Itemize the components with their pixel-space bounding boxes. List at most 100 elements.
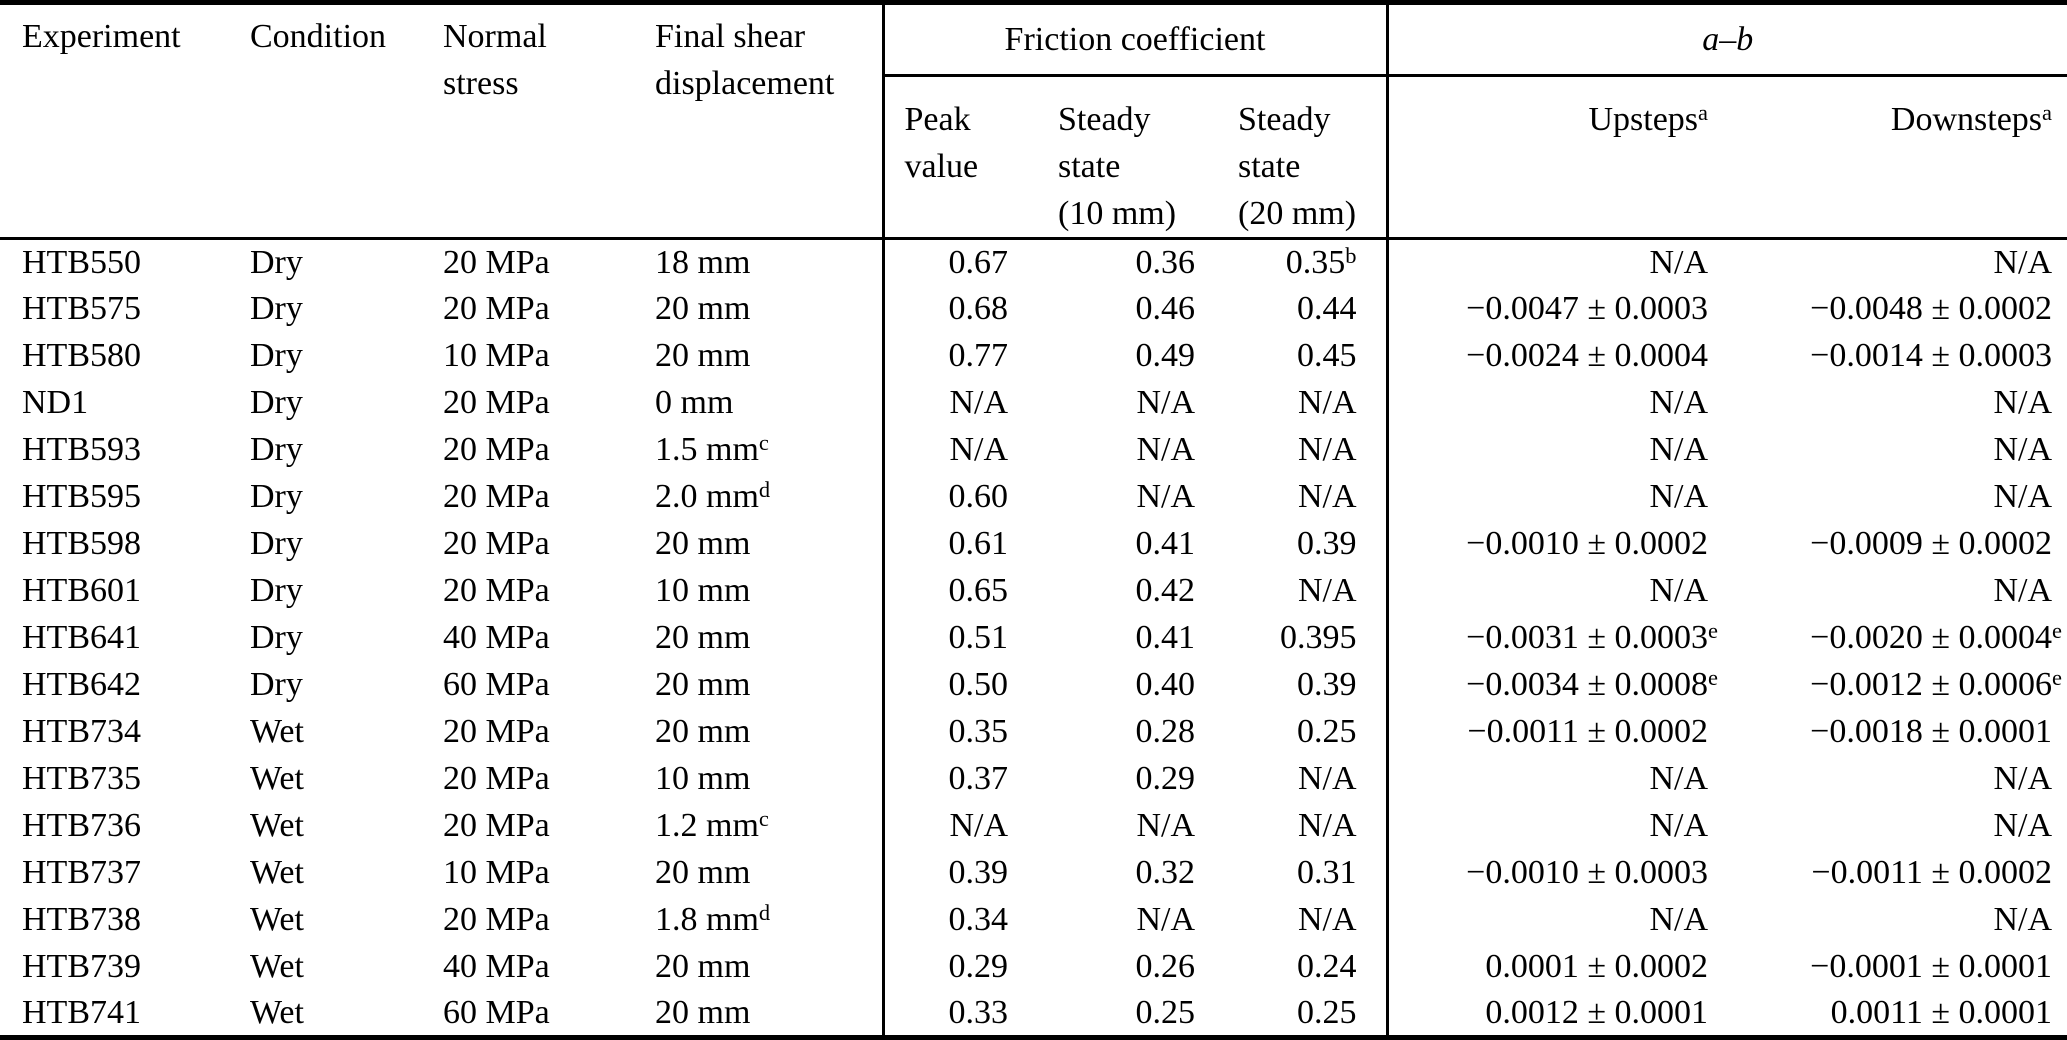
- cell-experiment: HTB738: [22, 901, 141, 938]
- cell-steady-state-10mm: 0.26: [1135, 948, 1196, 985]
- cell-steady-state-20mm: N/A: [1297, 901, 1357, 938]
- cell-experiment: HTB601: [22, 572, 141, 609]
- cell-peak-value: 0.67: [881, 238, 1018, 286]
- cell-steady-state-10mm: N/A: [1136, 431, 1195, 468]
- cell-peak-value: 0.37: [881, 755, 1018, 803]
- cell-downsteps: −0.0018 ± 0.0001: [1810, 713, 2052, 750]
- cell-final-shear-displacement: 1.8 mmd: [655, 899, 771, 938]
- cell-experiment: HTB575: [22, 290, 141, 327]
- cell-normal-stress: 40 MPa: [443, 619, 550, 656]
- cell-experiment: HTB593: [22, 431, 141, 468]
- cell-steady-state-20mm: 0.35b: [1285, 242, 1357, 281]
- cell-steady-state-10mm: 0.41: [1135, 619, 1196, 656]
- cell-steady-state-10mm: 0.46: [1135, 290, 1196, 327]
- col-header-upsteps: Upstepsa: [1385, 75, 1727, 240]
- cell-normal-stress: 20 MPa: [443, 431, 550, 468]
- col-header-normal-stress: Normal stress: [421, 2, 633, 240]
- cell-normal-stress: 20 MPa: [443, 290, 550, 327]
- cell-peak-value: 0.61: [881, 520, 1018, 568]
- cell-experiment: HTB736: [22, 807, 141, 844]
- cell-experiment: HTB580: [22, 337, 141, 374]
- cell-normal-stress: 20 MPa: [443, 713, 550, 750]
- col-header-downsteps: Downstepsa: [1727, 75, 2067, 240]
- cell-steady-state-10mm: 0.36: [1135, 243, 1196, 281]
- cell-condition: Wet: [250, 901, 304, 938]
- cell-peak-value: 0.34: [881, 896, 1018, 944]
- cell-upsteps: N/A: [1385, 379, 1727, 427]
- cell-condition: Dry: [250, 431, 303, 468]
- cell-peak-value: 0.51: [881, 614, 1018, 662]
- cell-peak-value: 0.39: [881, 849, 1018, 897]
- cell-downsteps: −0.0012 ± 0.0006e: [1810, 664, 2062, 703]
- cell-downsteps: −0.0009 ± 0.0002: [1810, 525, 2052, 562]
- cell-upsteps: −0.0010 ± 0.0002: [1385, 520, 1727, 568]
- cell-upsteps: N/A: [1385, 567, 1727, 615]
- cell-peak-value: 0.60: [881, 473, 1018, 521]
- cell-steady-state-20mm: 0.45: [1297, 337, 1357, 374]
- cell-peak-value: 0.77: [881, 332, 1018, 380]
- cell-normal-stress: 20 MPa: [443, 807, 550, 844]
- cell-final-shear-displacement: 0 mm: [655, 384, 734, 421]
- cell-downsteps: N/A: [1993, 901, 2052, 938]
- table-row: ND1 Dry 20 MPa 0 mm N/A N/A N/A N/A N/A: [0, 379, 2067, 427]
- cell-upsteps: N/A: [1385, 238, 1727, 286]
- cell-peak-value: 0.68: [881, 285, 1018, 333]
- cell-normal-stress: 60 MPa: [443, 993, 550, 1031]
- table-row: HTB601 Dry 20 MPa 10 mm 0.65 0.42 N/A N/A N/A: [0, 567, 2067, 615]
- cell-steady-state-10mm: 0.28: [1135, 713, 1196, 750]
- cell-peak-value: N/A: [881, 426, 1018, 474]
- cell-downsteps: N/A: [1993, 760, 2052, 797]
- table-row: HTB641 Dry 40 MPa 20 mm 0.51 0.41 0.395 −0.0031…: [0, 614, 2067, 662]
- table-body: HTB550 Dry 20 MPa 18 mm 0.67 0.36 0.35b N/A N/A H…: [0, 238, 2067, 1038]
- cell-steady-state-10mm: 0.29: [1135, 760, 1196, 797]
- cell-final-shear-displacement: 20 mm: [655, 337, 751, 374]
- cell-upsteps: 0.0012 ± 0.0001: [1385, 990, 1727, 1038]
- cell-peak-value: 0.50: [881, 661, 1018, 709]
- cell-downsteps: −0.0014 ± 0.0003: [1810, 337, 2052, 374]
- cell-final-shear-displacement: 10 mm: [655, 760, 751, 797]
- cell-condition: Dry: [250, 478, 303, 515]
- cell-steady-state-10mm: 0.41: [1135, 525, 1196, 562]
- cell-experiment: HTB737: [22, 854, 141, 891]
- table-row: HTB738 Wet 20 MPa 1.8 mmd 0.34 N/A N/A N/A N/A: [0, 896, 2067, 944]
- cell-upsteps: −0.0031 ± 0.0003e: [1385, 614, 1727, 662]
- table-header: Experiment Condition Normal stress Final…: [0, 2, 2067, 240]
- cell-upsteps: N/A: [1385, 896, 1727, 944]
- cell-downsteps: N/A: [1993, 243, 2052, 281]
- cell-steady-state-20mm: N/A: [1297, 807, 1357, 844]
- cell-upsteps: N/A: [1385, 802, 1727, 850]
- cell-final-shear-displacement: 10 mm: [655, 572, 751, 609]
- cell-final-shear-displacement: 18 mm: [655, 243, 751, 281]
- cell-upsteps: N/A: [1385, 473, 1727, 521]
- cell-downsteps: −0.0011 ± 0.0002: [1811, 854, 2052, 891]
- cell-condition: Wet: [250, 948, 304, 985]
- table-row: HTB741 Wet 60 MPa 20 mm 0.33 0.25 0.25 0.0012 ±…: [0, 990, 2067, 1038]
- cell-steady-state-20mm: 0.25: [1297, 993, 1357, 1031]
- cell-condition: Dry: [250, 525, 303, 562]
- cell-steady-state-20mm: N/A: [1297, 760, 1357, 797]
- table-row: HTB598 Dry 20 MPa 20 mm 0.61 0.41 0.39 −0.0010 …: [0, 520, 2067, 568]
- col-header-condition: Condition: [228, 2, 421, 240]
- cell-upsteps: −0.0034 ± 0.0008e: [1385, 661, 1727, 709]
- cell-normal-stress: 60 MPa: [443, 666, 550, 703]
- cell-experiment: HTB739: [22, 948, 141, 985]
- cell-downsteps: N/A: [1993, 431, 2052, 468]
- cell-final-shear-displacement: 1.5 mmc: [655, 429, 769, 468]
- cell-condition: Wet: [250, 760, 304, 797]
- table-row: HTB575 Dry 20 MPa 20 mm 0.68 0.46 0.44 −0.0047 …: [0, 285, 2067, 333]
- cell-steady-state-20mm: 0.39: [1297, 525, 1357, 562]
- cell-normal-stress: 20 MPa: [443, 243, 550, 281]
- col-header-final-shear-displacement: Final shear displacement: [633, 2, 883, 240]
- table-row: HTB739 Wet 40 MPa 20 mm 0.29 0.26 0.24 0.0001 ±…: [0, 943, 2067, 991]
- cell-condition: Dry: [250, 572, 303, 609]
- cell-steady-state-10mm: N/A: [1136, 384, 1195, 421]
- table-row: HTB734 Wet 20 MPa 20 mm 0.35 0.28 0.25 −0.0011 …: [0, 708, 2067, 756]
- table-row: HTB642 Dry 60 MPa 20 mm 0.50 0.40 0.39 −0.0034 …: [0, 661, 2067, 709]
- table-row: HTB595 Dry 20 MPa 2.0 mmd 0.60 N/A N/A N/A N/A: [0, 473, 2067, 521]
- cell-peak-value: N/A: [881, 802, 1018, 850]
- cell-experiment: ND1: [22, 384, 89, 421]
- cell-condition: Wet: [250, 713, 304, 750]
- table-row: HTB580 Dry 10 MPa 20 mm 0.77 0.49 0.45 −0.0024 …: [0, 332, 2067, 380]
- table-row: HTB736 Wet 20 MPa 1.2 mmc N/A N/A N/A N/A N/A: [0, 802, 2067, 850]
